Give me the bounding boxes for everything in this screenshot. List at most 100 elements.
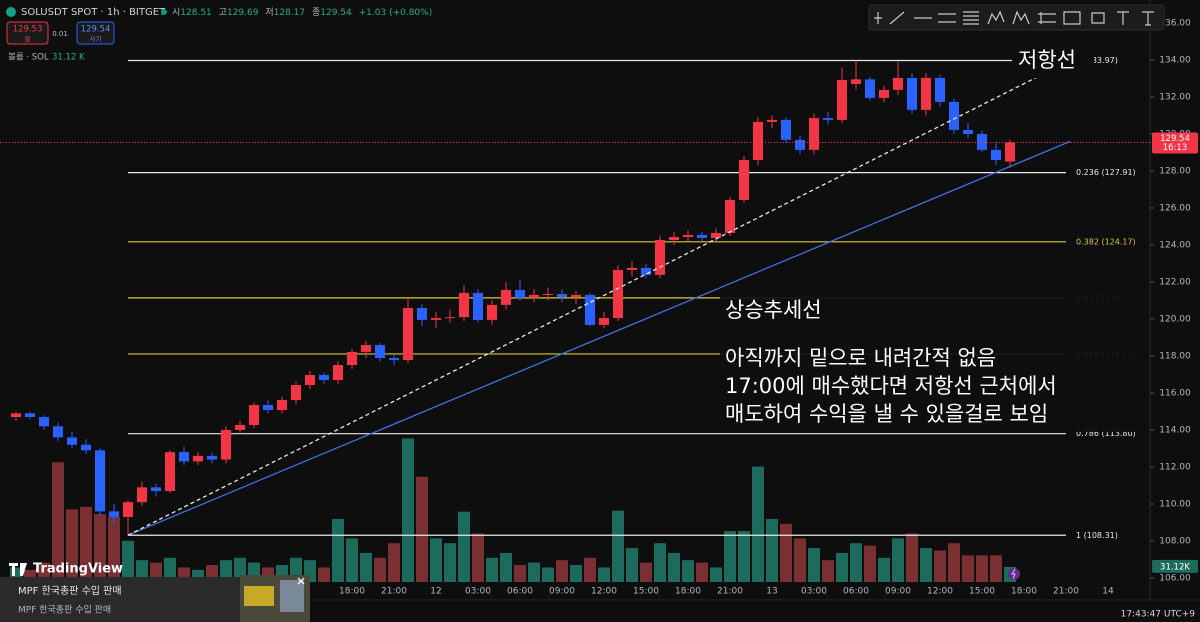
y-tick-label: 118.00 [1159,351,1191,361]
candle-body [977,133,987,150]
tool-fib[interactable] [963,11,979,25]
volume-bar [80,506,92,582]
candle-body [837,79,847,120]
price-tag-countdown: 16:13 [1163,143,1188,153]
volume-bar [682,560,694,582]
fib-label: 0.382 (124.17) [1076,237,1136,246]
volume-bar [472,533,484,582]
x-tick-label: 21:00 [1053,587,1079,597]
popup-bg[interactable] [0,577,240,622]
volume-bar [934,550,946,582]
candle-body [25,413,35,418]
y-tick-label: 126.00 [1159,203,1191,213]
candle-body [809,118,819,150]
x-tick-label: 03:00 [465,587,491,597]
candle-body [347,351,357,366]
open-label: 시 [172,7,180,18]
candle-body [179,452,189,462]
volume-bar [906,533,918,582]
candle-body [683,234,693,238]
x-tick-label: 12:00 [591,587,617,597]
y-tick-label: 128.00 [1159,166,1191,176]
high-value: 129.69 [227,8,259,18]
annotation-note: 아직까지 밑으로 내려간적 없음 [725,346,996,370]
tool-range[interactable] [1063,11,1081,25]
candle-body [473,292,483,320]
volume-bar [388,543,400,582]
popup-subtitle: MPF 한국총판 수입 판매 [18,604,111,616]
y-tick-label: 122.00 [1159,277,1191,287]
buy-price: 129.54 [81,25,111,35]
tool-trend-line[interactable] [889,11,905,25]
candle-body [893,77,903,90]
tool-pattern[interactable] [987,10,1005,25]
volume-bar [430,538,442,582]
candle-body [81,444,91,451]
volume-bar [360,552,372,582]
volume-bar [570,565,582,582]
candle-body [543,293,553,295]
candle-body [67,437,77,445]
candle-body [487,304,497,320]
symbol: SOLUSDT SPOT · 1h · BITGET [21,7,166,18]
y-tick-label: 134.00 [1159,55,1191,65]
tool-parallel[interactable] [938,13,956,23]
candle-body [557,293,567,297]
volume-bar [528,562,540,582]
candle-body [417,308,427,320]
volume-bar [878,557,890,582]
popup-close[interactable] [297,577,305,585]
trend-line [127,61,1068,536]
fib-label: 0.236 (127.91) [1076,168,1136,177]
candle-body [795,139,805,150]
sell-price: 129.53 [13,25,43,35]
annotation-trend: 상승추세선 [725,298,822,322]
buy-button[interactable] [76,21,115,45]
tool-projection[interactable] [1038,12,1056,24]
close-label: 종 [312,7,320,18]
volume-bar [752,466,764,582]
candle-body [375,345,385,359]
x-tick-label: 15:00 [633,587,659,597]
candle-body [445,317,455,319]
x-tick-label: 09:00 [885,587,911,597]
x-tick-label: 14 [1102,587,1114,597]
y-tick-label: 112.00 [1159,462,1191,472]
volume-bar [122,540,134,582]
volume-bar [766,518,778,582]
candle-body [585,294,595,325]
sell-button[interactable] [6,21,49,45]
volume-bar [822,560,834,582]
candle-body [361,345,371,352]
candle-body [613,269,623,319]
volume-bar [598,567,610,582]
thumbnail-shape [280,580,304,612]
price-tag-value: 129.54 [1160,134,1190,144]
tool-rectangle[interactable] [1091,12,1105,24]
volume-bar [66,509,78,582]
x-tick-label: 21:00 [381,587,407,597]
volume-bar [696,562,708,582]
candle-body [165,452,175,492]
tool-text[interactable] [1117,11,1129,25]
candle-body [599,318,609,325]
volume-bar [990,555,1002,582]
candle-body [95,450,105,512]
candle-body [963,129,973,134]
fib-label: 0.786 (113.80) [1076,429,1136,438]
tool-note[interactable] [1142,11,1154,26]
volume-bar [962,555,974,582]
y-tick-label: 108.00 [1159,537,1191,547]
close-value: 129.54 [320,8,352,18]
volume-bar [948,543,960,582]
tool-elliott[interactable] [1012,10,1030,25]
volume-tag [1152,559,1198,573]
annotation-note: 17:00에 매수했다면 저항선 근처에서 [725,374,1057,398]
candle-body [865,79,875,98]
candle-body [1005,142,1015,162]
candle-body [879,89,889,98]
tool-drag[interactable] [874,12,882,24]
trend-line [127,140,1071,536]
candle-body [263,405,273,411]
volume-legend-label: 볼륨 · SOL [8,52,49,63]
